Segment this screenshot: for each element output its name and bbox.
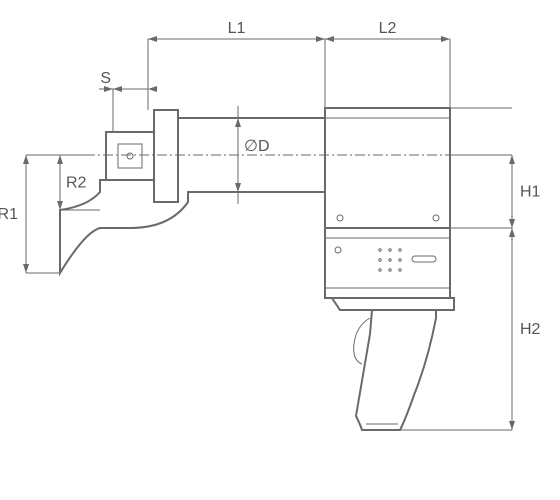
ctrl-dot <box>399 259 401 261</box>
ctrl-dot <box>389 249 391 251</box>
ctrl-screw <box>335 247 341 253</box>
motor-screw-1 <box>337 215 343 221</box>
svg-text:∅D: ∅D <box>244 138 270 155</box>
svg-text:R1: R1 <box>0 206 18 223</box>
motor-screw-2 <box>433 215 439 221</box>
drive-outer <box>106 132 154 180</box>
motor-rect <box>325 108 450 228</box>
dimensions: L1 L2 S H1 H2 R1 R2 ∅D <box>0 20 541 430</box>
svg-text:H1: H1 <box>520 184 541 201</box>
controller-block <box>325 228 450 298</box>
svg-text:S: S <box>100 70 111 87</box>
ctrl-dot <box>399 249 401 251</box>
ctrl-dot <box>379 259 381 261</box>
drive-pin <box>127 153 133 159</box>
ctrl-slot <box>412 256 436 262</box>
svg-text:R2: R2 <box>66 175 87 192</box>
svg-text:L1: L1 <box>228 20 246 37</box>
ctrl-dot <box>379 249 381 251</box>
square-drive <box>106 132 154 180</box>
head-flange <box>154 110 178 202</box>
lower-tab <box>332 298 454 310</box>
ctrl-dot <box>389 259 391 261</box>
head-body <box>60 118 325 273</box>
pistol-grip <box>354 310 436 430</box>
motor-body <box>325 108 450 228</box>
tool-outline <box>60 108 454 430</box>
ctrl-dot <box>379 269 381 271</box>
svg-text:L2: L2 <box>379 20 397 37</box>
head-block <box>60 110 325 273</box>
ctrl-dot <box>389 269 391 271</box>
drive-inner <box>118 144 142 168</box>
grip-outline <box>356 310 436 430</box>
ctrl-dot <box>399 269 401 271</box>
trigger <box>354 318 370 364</box>
svg-text:H2: H2 <box>520 321 541 338</box>
